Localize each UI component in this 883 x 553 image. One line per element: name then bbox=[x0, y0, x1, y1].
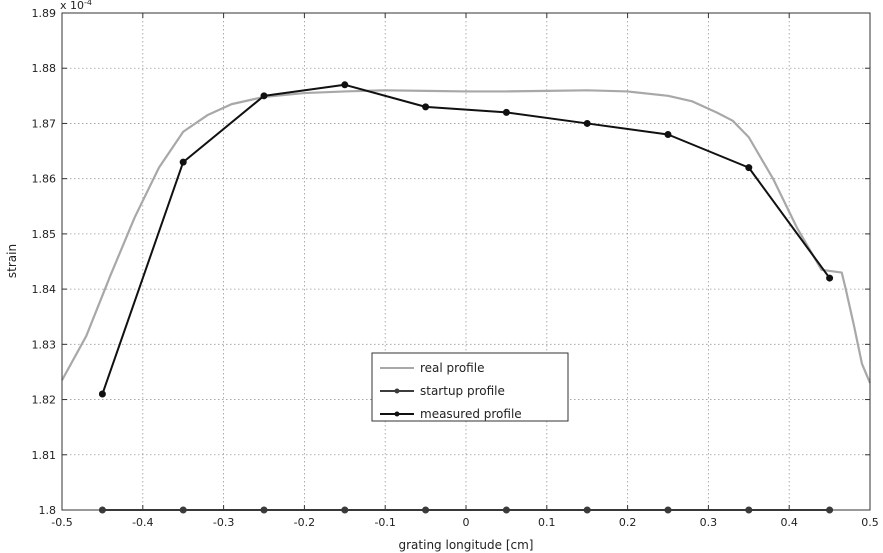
y-tick-label: 1.87 bbox=[32, 117, 57, 130]
y-tick-label: 1.89 bbox=[32, 7, 57, 20]
legend-label-real-profile: real profile bbox=[420, 361, 484, 375]
x-tick-label: 0 bbox=[463, 516, 470, 529]
legend-label-startup-profile: startup profile bbox=[420, 384, 505, 398]
y-tick-label: 1.85 bbox=[32, 228, 57, 241]
x-tick-label: 0.3 bbox=[700, 516, 718, 529]
x-tick-label: 0.2 bbox=[619, 516, 637, 529]
legend: real profile startup profile measured prof… bbox=[372, 353, 568, 421]
y-tick-label: 1.84 bbox=[32, 283, 57, 296]
point-measured-profile bbox=[342, 82, 348, 88]
y-multiplier-label: x 10-4 bbox=[60, 0, 92, 12]
x-tick-label: -0.1 bbox=[374, 516, 395, 529]
legend-marker-measured-profile bbox=[395, 412, 400, 417]
y-tick-label: 1.86 bbox=[32, 173, 57, 186]
point-measured-profile bbox=[827, 275, 833, 281]
x-axis-label: grating longitude [cm] bbox=[399, 538, 534, 552]
y-axis-label: strain bbox=[5, 244, 19, 278]
point-measured-profile bbox=[503, 109, 509, 115]
y-tick-label: 1.88 bbox=[32, 62, 57, 75]
point-measured-profile bbox=[261, 93, 267, 99]
x-tick-label: -0.3 bbox=[213, 516, 234, 529]
point-measured-profile bbox=[423, 104, 429, 110]
y-tick-label: 1.8 bbox=[39, 504, 57, 517]
y-tick-label: 1.83 bbox=[32, 338, 57, 351]
x-tick-label: 0.4 bbox=[780, 516, 798, 529]
point-measured-profile bbox=[99, 391, 105, 397]
point-measured-profile bbox=[665, 131, 671, 137]
x-tick-label: 0.5 bbox=[861, 516, 879, 529]
point-measured-profile bbox=[746, 165, 752, 171]
x-tick-label: -0.2 bbox=[294, 516, 315, 529]
legend-marker-startup-profile bbox=[395, 389, 400, 394]
point-measured-profile bbox=[584, 120, 590, 126]
y-tick-label: 1.82 bbox=[32, 394, 57, 407]
legend-label-measured-profile: measured profile bbox=[420, 407, 522, 421]
x-tick-label: -0.5 bbox=[51, 516, 72, 529]
point-measured-profile bbox=[180, 159, 186, 165]
x-tick-label: 0.1 bbox=[538, 516, 556, 529]
x-tick-label: -0.4 bbox=[132, 516, 153, 529]
y-tick-label: 1.81 bbox=[32, 449, 57, 462]
